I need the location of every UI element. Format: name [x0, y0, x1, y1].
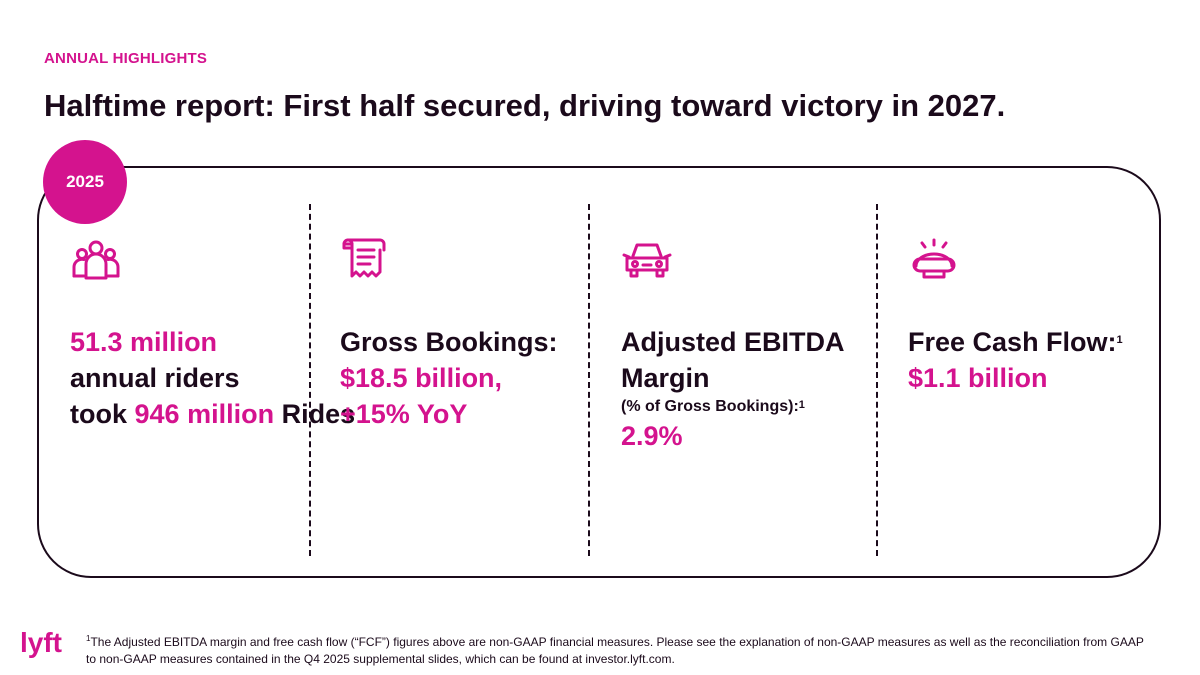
gross-bookings-highlight: Gross Bookings: $18.5 billion, +15% YoY	[340, 236, 570, 432]
gross-bookings-growth: +15% YoY	[340, 399, 468, 429]
fcf-value: $1.1 billion	[908, 363, 1048, 393]
column-divider	[588, 204, 590, 556]
car-icon	[622, 243, 672, 278]
footnote-text: The Adjusted EBITDA margin and free cash…	[86, 635, 1144, 666]
lyft-logo-text: lyft	[20, 627, 62, 658]
ebitda-value: 2.9%	[621, 421, 683, 451]
riders-label: annual riders	[70, 363, 240, 393]
rides-label: Rides	[281, 399, 356, 429]
riders-highlight: 51.3 million annual riders took 946 mill…	[70, 236, 355, 432]
footnote-marker: 1	[798, 399, 805, 411]
footnote-marker: 1	[1116, 334, 1123, 346]
footnote-marker: 1	[86, 634, 91, 643]
receipt-icon	[342, 238, 386, 278]
rides-prefix: took	[70, 399, 127, 429]
ebitda-label: Adjusted EBITDA Margin	[621, 327, 844, 393]
fcf-highlight: Free Cash Flow:1 $1.1 billion	[908, 236, 1148, 396]
column-divider	[309, 204, 311, 556]
year-badge: 2025	[43, 140, 127, 224]
gross-bookings-label: Gross Bookings:	[340, 327, 558, 357]
rides-value: 946 million	[134, 399, 275, 429]
ebitda-sublabel: (% of Gross Bookings):	[621, 398, 799, 415]
column-divider	[876, 204, 878, 556]
fcf-label: Free Cash Flow:	[908, 327, 1117, 357]
highlights-card	[37, 166, 1161, 578]
gross-bookings-value: $18.5 billion,	[340, 363, 503, 393]
footnote: 1The Adjusted EBITDA margin and free cas…	[86, 630, 1146, 668]
riders-icon	[72, 240, 120, 280]
lyft-logo: lyft	[20, 627, 62, 658]
page-title: Halftime report: First half secured, dri…	[44, 88, 1006, 123]
riders-value: 51.3 million	[70, 327, 218, 357]
ebitda-highlight: Adjusted EBITDA Margin (% of Gross Booki…	[621, 236, 861, 454]
siren-light-icon	[912, 238, 956, 279]
eyebrow-label: ANNUAL HIGHLIGHTS	[44, 50, 208, 67]
